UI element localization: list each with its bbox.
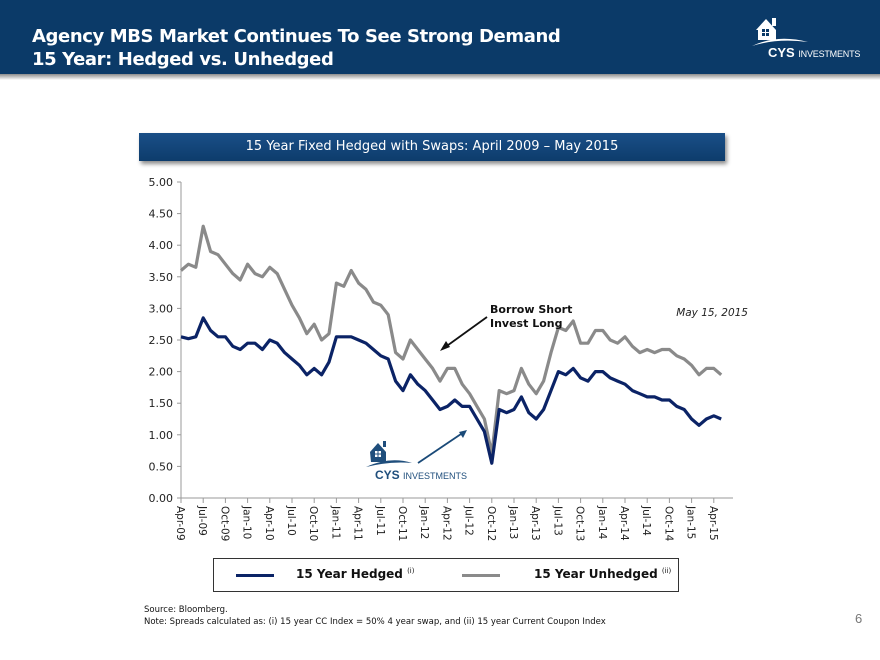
x-tick-label: Apr-10 <box>263 506 275 541</box>
footnote: Note: Spreads calculated as: (i) 15 year… <box>144 617 606 627</box>
x-tick-label: Jan-15 <box>685 505 697 539</box>
x-tick-label: Jul-09 <box>196 505 208 536</box>
page-title: Agency MBS Market Continues To See Stron… <box>32 26 561 47</box>
annotation-logo-brand: CYS <box>375 468 400 482</box>
x-tick-label: Oct-11 <box>396 506 408 541</box>
x-tick-label: Jan-11 <box>329 505 341 539</box>
page-subtitle: 15 Year: Hedged vs. Unhedged <box>32 49 334 70</box>
legend-text-hedged: 15 Year Hedged <box>296 567 403 581</box>
x-tick-label: Oct-10 <box>307 506 319 541</box>
house-icon <box>366 441 412 467</box>
annotation-date: May 15, 2015 <box>676 307 748 319</box>
legend-swatch-hedged <box>236 574 274 577</box>
legend-label-hedged: 15 Year Hedged (i) <box>296 567 415 581</box>
annotation-borrow-short: Borrow Short <box>490 303 572 316</box>
x-tick-label: Jul-14 <box>640 505 652 536</box>
legend-swatch-unhedged <box>462 574 500 577</box>
y-tick-label: 4.00 <box>149 239 174 252</box>
page-number: 6 <box>855 611 863 626</box>
x-tick-label: Jul-10 <box>285 505 297 536</box>
header-bar: Agency MBS Market Continues To See Stron… <box>0 0 880 74</box>
y-tick-label: 5.00 <box>149 176 174 189</box>
chart-axes: 0.00 0.50 1.00 1.50 2.00 2.50 3.00 3.50 4.00 4.50… <box>149 176 733 542</box>
y-tick-label: 1.00 <box>149 429 174 442</box>
x-tick-label: Oct-12 <box>485 506 497 541</box>
y-tick-label: 3.00 <box>149 302 174 315</box>
legend-sup-unhedged: (ii) <box>661 567 672 575</box>
x-tick-label: Apr-11 <box>352 506 364 541</box>
arrow-head-icon <box>440 341 450 351</box>
house-icon <box>752 18 808 46</box>
x-tick-label: Apr-13 <box>529 506 541 541</box>
legend-text-unhedged: 15 Year Unhedged <box>534 567 658 581</box>
legend-label-unhedged: 15 Year Unhedged (ii) <box>534 567 671 581</box>
x-tick-label: Oct-14 <box>662 506 674 542</box>
x-tick-label: Apr-12 <box>440 506 452 541</box>
logo-text: CYS INVESTMENTS <box>768 45 860 60</box>
x-tick-label: Jul-12 <box>463 505 475 536</box>
y-tick-label: 0.00 <box>149 492 174 505</box>
series-line-hedged <box>180 316 722 465</box>
annotation-invest-long: Invest Long <box>490 317 562 330</box>
x-tick-label: Jan-14 <box>596 505 608 540</box>
x-tick-label: Jan-13 <box>507 505 519 539</box>
annotation-arrow-black <box>443 316 488 349</box>
x-tick-label: Apr-15 <box>707 506 719 541</box>
y-tick-label: 2.00 <box>149 366 174 379</box>
y-tick-label: 2.50 <box>149 334 174 347</box>
x-tick-label: Jul-13 <box>551 505 563 536</box>
logo-brand: CYS <box>768 45 795 60</box>
y-tick-label: 4.50 <box>149 208 174 221</box>
y-tick-label: 3.50 <box>149 271 174 284</box>
arrow-head-icon <box>459 430 467 438</box>
x-tick-label: Jul-11 <box>374 505 386 536</box>
chart-title-banner: 15 Year Fixed Hedged with Swaps: April 2… <box>139 133 725 161</box>
y-tick-label: 0.50 <box>149 460 174 473</box>
annotation-arrow-blue <box>417 431 465 464</box>
annotation-logo-suffix: INVESTMENTS <box>403 471 467 481</box>
chart-legend: 15 Year Hedged (i) 15 Year Unhedged (ii) <box>213 558 679 592</box>
source-note: Source: Bloomberg. <box>144 605 228 615</box>
legend-sup-hedged: (i) <box>407 567 415 575</box>
company-logo: CYS INVESTMENTS <box>752 16 862 62</box>
x-tick-label: Apr-09 <box>174 506 186 541</box>
x-tick-label: Oct-13 <box>574 506 586 541</box>
y-tick-label: 1.50 <box>149 397 174 410</box>
series-line-unhedged <box>179 224 723 456</box>
header-divider <box>0 74 880 80</box>
house-chimney <box>383 441 386 447</box>
x-tick-label: Oct-09 <box>218 506 230 541</box>
logo-suffix: INVESTMENTS <box>798 49 861 59</box>
x-tick-label: Jan-10 <box>241 505 253 539</box>
x-tick-label: Jan-12 <box>418 505 430 539</box>
chart-series <box>179 224 723 465</box>
x-tick-label: Apr-14 <box>618 506 630 541</box>
house-swoosh <box>366 460 412 467</box>
